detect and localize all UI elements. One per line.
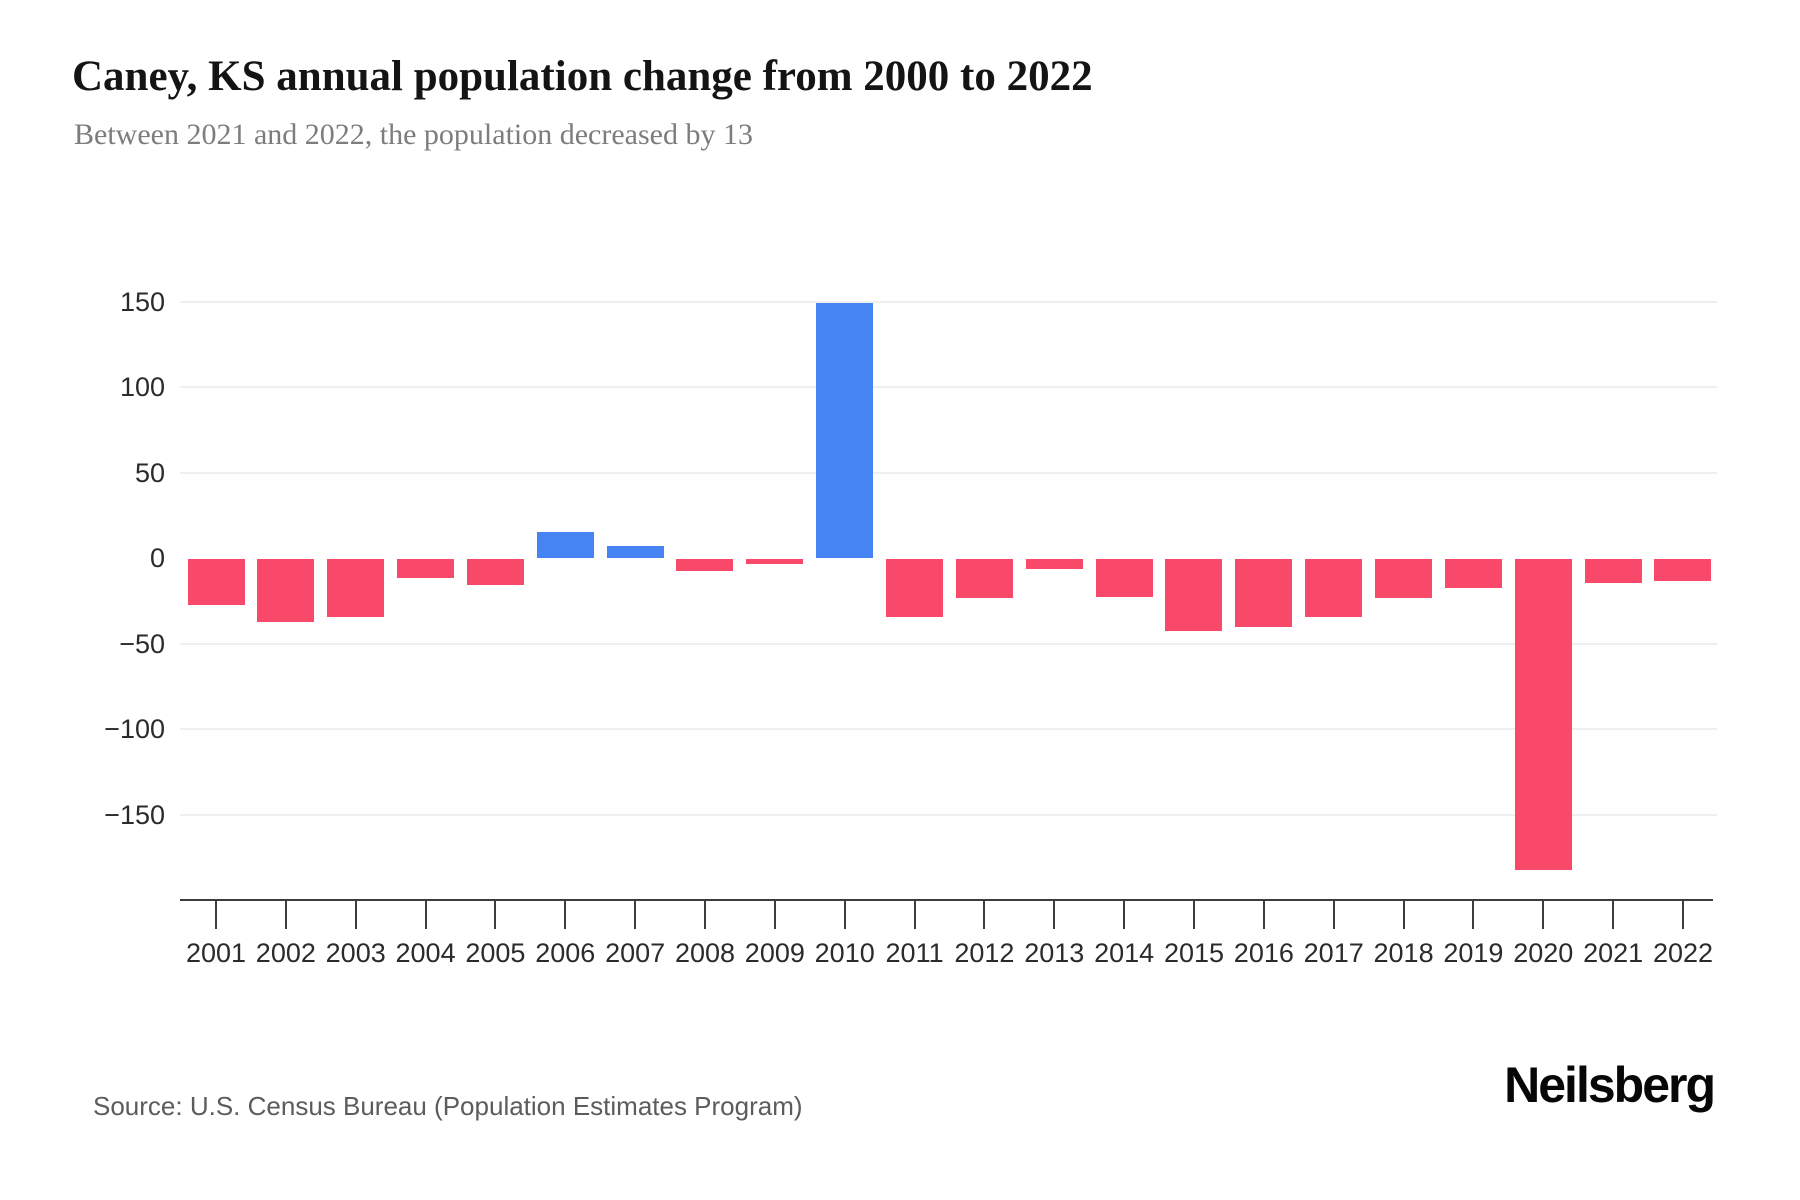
x-axis-tick [424,901,427,929]
x-axis-tick-label: 2020 [1513,938,1574,968]
y-axis-tick-label: −150 [104,799,165,830]
x-axis-tick-label: 2001 [185,938,247,968]
gridline [180,386,1717,388]
x-axis-tick-label: 2008 [674,938,736,968]
bar[interactable] [1514,559,1572,871]
x-axis-tick-label: 2018 [1373,938,1434,968]
x-axis-tick-label: 2016 [1233,938,1294,968]
x-axis-tick-label: 2005 [465,938,526,968]
x-axis-tick [284,901,287,929]
x-axis-tick [1123,901,1126,929]
y-axis-tick-label: 150 [119,286,165,317]
bar[interactable] [1305,559,1363,618]
x-axis-tick [773,901,776,929]
x-axis-tick-label: 2015 [1163,938,1225,968]
x-axis-tick-label: 2022 [1652,938,1714,968]
bar[interactable] [1165,559,1223,631]
x-axis-line [180,899,1713,901]
bar[interactable] [676,559,734,571]
bar[interactable] [466,559,524,585]
x-axis-tick-label: 2002 [255,938,316,968]
x-axis-tick [494,901,497,929]
bar[interactable] [536,532,594,558]
x-axis-tick-label: 2003 [325,938,386,968]
x-axis-tick [1542,901,1545,929]
y-axis-tick-label: −100 [104,714,165,744]
bar[interactable] [1375,559,1433,599]
gridline [180,471,1717,474]
x-axis-tick [354,901,357,929]
x-axis-tick [1472,901,1475,929]
bar[interactable] [187,559,245,606]
x-axis-tick [1402,901,1405,929]
x-axis-tick [564,901,567,929]
x-axis-tick [1192,901,1195,929]
gridline [180,813,1717,816]
y-axis-tick-label: −50 [119,628,165,659]
bar[interactable] [816,303,874,558]
bar[interactable] [327,559,385,618]
y-axis-tick-label: 0 [149,543,165,573]
bar[interactable] [1095,559,1153,597]
gridline [180,642,1717,645]
x-axis-tick [1612,901,1615,929]
x-axis-tick-label: 2007 [605,938,666,968]
bar[interactable] [1444,559,1502,589]
x-axis-tick [843,901,846,929]
bar[interactable] [1654,559,1712,582]
x-axis-tick-label: 2006 [535,938,596,968]
x-axis-tick-label: 2010 [814,938,875,968]
x-axis-tick-label: 2004 [395,938,456,968]
x-axis-tick [1332,901,1335,929]
bar[interactable] [955,559,1013,599]
bar[interactable] [257,559,315,623]
x-axis-tick-label: 2021 [1583,938,1644,968]
x-axis-tick-label: 2019 [1443,938,1504,968]
x-axis-tick [983,901,986,929]
x-axis-tick-label: 2009 [744,938,805,968]
gridline [180,300,1717,303]
x-axis-tick [703,901,706,929]
bar[interactable] [886,559,944,618]
x-axis-tick-label: 2012 [954,938,1015,968]
page-title: Caney, KS annual population change from … [72,53,1093,100]
x-axis-tick-label: 2013 [1024,938,1085,968]
source-text: Source: U.S. Census Bureau (Population E… [93,1091,803,1121]
gridline [180,728,1717,730]
x-axis-tick [1053,901,1056,929]
x-axis-tick-label: 2011 [885,938,944,968]
bar[interactable] [1025,559,1083,570]
x-axis-tick [913,901,916,929]
x-axis-tick [1262,901,1265,929]
page-subtitle: Between 2021 and 2022, the population de… [74,118,753,151]
x-axis-tick-label: 2017 [1303,938,1364,968]
x-axis-tick-label: 2014 [1094,938,1155,968]
bar[interactable] [1584,559,1642,583]
bar[interactable] [606,546,664,558]
bar[interactable] [746,559,804,565]
bar[interactable] [1235,559,1293,628]
y-axis-tick-label: 100 [119,372,165,402]
brand-logo: Neilsberg [1504,1057,1716,1113]
bar[interactable] [397,559,455,578]
y-axis-tick-label: 50 [134,457,165,488]
x-axis-tick [215,901,217,929]
x-axis-tick [634,901,637,929]
x-axis-tick [1681,901,1684,929]
